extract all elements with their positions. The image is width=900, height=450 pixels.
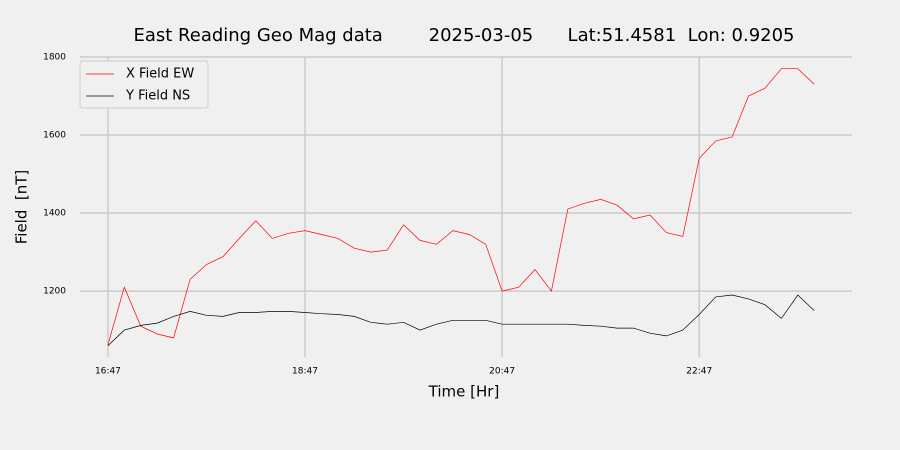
x-axis-label: Time [Hr] [428, 383, 500, 401]
data-line [107, 294, 815, 346]
chart-title: East Reading Geo Mag data 2025-03-05 Lat… [133, 25, 794, 46]
legend-label: Y Field NS [125, 89, 190, 104]
y-tick-label: 1200 [43, 287, 66, 297]
y-tick-label: 1800 [43, 53, 66, 63]
x-tick-label: 16:47 [95, 367, 121, 377]
y-tick-label: 1600 [43, 131, 66, 141]
legend-label: X Field EW [126, 67, 194, 82]
data-line [107, 68, 815, 345]
y-tick-label: 1400 [43, 209, 66, 219]
x-tick-label: 22:47 [686, 367, 712, 377]
x-tick-label: 18:47 [292, 367, 318, 377]
y-axis-label: Field [nT] [13, 170, 31, 245]
x-tick-label: 20:47 [489, 367, 515, 377]
